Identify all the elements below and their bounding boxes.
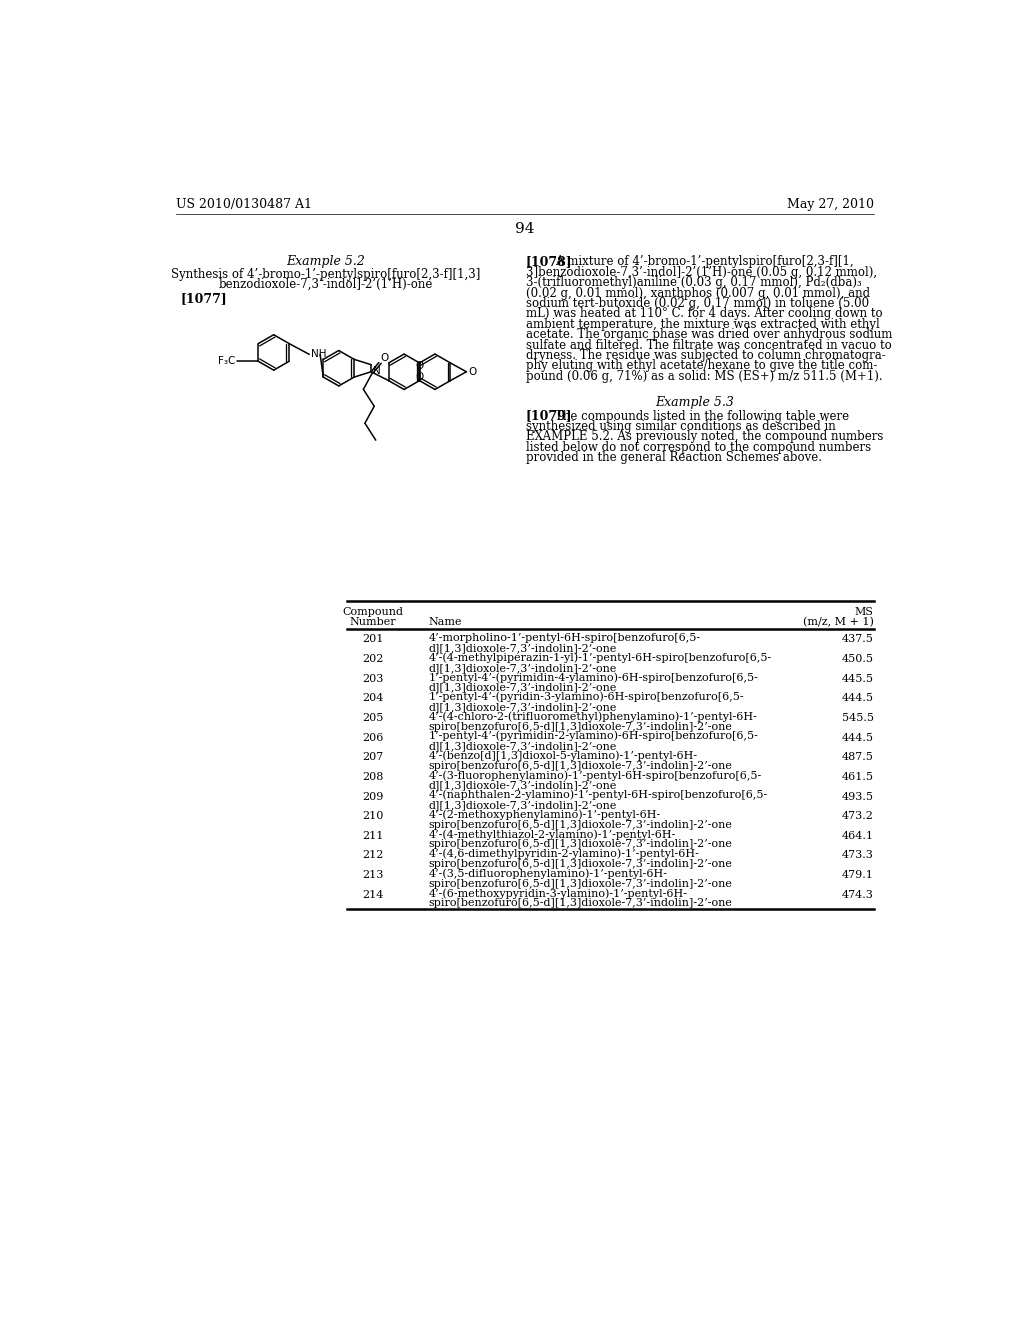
Text: 94: 94 — [515, 222, 535, 235]
Text: 212: 212 — [362, 850, 384, 861]
Text: N: N — [373, 366, 380, 376]
Text: 450.5: 450.5 — [842, 655, 873, 664]
Text: 444.5: 444.5 — [842, 733, 873, 743]
Text: d][1,3]dioxole-7,3’-indolin]-2’-one: d][1,3]dioxole-7,3’-indolin]-2’-one — [429, 742, 617, 751]
Text: 545.5: 545.5 — [842, 713, 873, 723]
Text: 201: 201 — [362, 635, 384, 644]
Text: Example 5.3: Example 5.3 — [655, 396, 734, 409]
Text: 203: 203 — [362, 673, 384, 684]
Text: d][1,3]dioxole-7,3’-indolin]-2’-one: d][1,3]dioxole-7,3’-indolin]-2’-one — [429, 780, 617, 791]
Text: 473.2: 473.2 — [842, 812, 873, 821]
Text: mL) was heated at 110° C. for 4 days. After cooling down to: mL) was heated at 110° C. for 4 days. Af… — [525, 308, 883, 321]
Text: listed below do not correspond to the compound numbers: listed below do not correspond to the co… — [525, 441, 870, 454]
Text: spiro[benzofuro[6,5-d][1,3]dioxole-7,3’-indolin]-2’-one: spiro[benzofuro[6,5-d][1,3]dioxole-7,3’-… — [429, 722, 732, 731]
Text: (0.02 g, 0.01 mmol), xanthphos (0.007 g, 0.01 mmol), and: (0.02 g, 0.01 mmol), xanthphos (0.007 g,… — [525, 286, 869, 300]
Text: 205: 205 — [362, 713, 384, 723]
Text: sodium tert-butoxide (0.02 g, 0.17 mmol) in toluene (5.00: sodium tert-butoxide (0.02 g, 0.17 mmol)… — [525, 297, 868, 310]
Text: benzodioxole-7,3’-indol]-2’(1’H)-one: benzodioxole-7,3’-indol]-2’(1’H)-one — [218, 277, 433, 290]
Text: O: O — [469, 367, 477, 376]
Text: provided in the general Reaction Schemes above.: provided in the general Reaction Schemes… — [525, 451, 821, 465]
Text: 461.5: 461.5 — [842, 772, 873, 781]
Text: 4’-(4-chloro-2-(trifluoromethyl)phenylamino)-1’-pentyl-6H-: 4’-(4-chloro-2-(trifluoromethyl)phenylam… — [429, 711, 758, 722]
Text: d][1,3]dioxole-7,3’-indolin]-2’-one: d][1,3]dioxole-7,3’-indolin]-2’-one — [429, 663, 617, 673]
Text: Compound: Compound — [342, 607, 403, 616]
Text: Name: Name — [429, 616, 462, 627]
Text: (m/z, M + 1): (m/z, M + 1) — [803, 616, 873, 627]
Text: 4’-(6-methoxypyridin-3-ylamino)-1’-pentyl-6H-: 4’-(6-methoxypyridin-3-ylamino)-1’-penty… — [429, 888, 688, 899]
Text: 4’-(3,5-difluorophenylamino)-1’-pentyl-6H-: 4’-(3,5-difluorophenylamino)-1’-pentyl-6… — [429, 869, 668, 879]
Text: spiro[benzofuro[6,5-d][1,3]dioxole-7,3’-indolin]-2’-one: spiro[benzofuro[6,5-d][1,3]dioxole-7,3’-… — [429, 879, 732, 888]
Text: O: O — [416, 372, 424, 383]
Text: 1’-pentyl-4’-(pyridin-3-ylamino)-6H-spiro[benzofuro[6,5-: 1’-pentyl-4’-(pyridin-3-ylamino)-6H-spir… — [429, 692, 744, 702]
Text: 206: 206 — [362, 733, 384, 743]
Text: spiro[benzofuro[6,5-d][1,3]dioxole-7,3’-indolin]-2’-one: spiro[benzofuro[6,5-d][1,3]dioxole-7,3’-… — [429, 820, 732, 830]
Text: O: O — [380, 352, 389, 363]
Text: F₃C: F₃C — [218, 356, 236, 366]
Text: spiro[benzofuro[6,5-d][1,3]dioxole-7,3’-indolin]-2’-one: spiro[benzofuro[6,5-d][1,3]dioxole-7,3’-… — [429, 840, 732, 850]
Text: 214: 214 — [362, 890, 384, 900]
Text: US 2010/0130487 A1: US 2010/0130487 A1 — [176, 198, 312, 211]
Text: d][1,3]dioxole-7,3’-indolin]-2’-one: d][1,3]dioxole-7,3’-indolin]-2’-one — [429, 800, 617, 810]
Text: [1079]: [1079] — [525, 409, 572, 422]
Text: The compounds listed in the following table were: The compounds listed in the following ta… — [555, 409, 849, 422]
Text: MS: MS — [855, 607, 873, 616]
Text: spiro[benzofuro[6,5-d][1,3]dioxole-7,3’-indolin]-2’-one: spiro[benzofuro[6,5-d][1,3]dioxole-7,3’-… — [429, 760, 732, 771]
Text: 479.1: 479.1 — [842, 870, 873, 880]
Text: spiro[benzofuro[6,5-d][1,3]dioxole-7,3’-indolin]-2’-one: spiro[benzofuro[6,5-d][1,3]dioxole-7,3’-… — [429, 859, 732, 869]
Text: 464.1: 464.1 — [842, 830, 873, 841]
Text: d][1,3]dioxole-7,3’-indolin]-2’-one: d][1,3]dioxole-7,3’-indolin]-2’-one — [429, 702, 617, 711]
Text: 474.3: 474.3 — [842, 890, 873, 900]
Text: 1’-pentyl-4’-(pyrimidin-2-ylamino)-6H-spiro[benzofuro[6,5-: 1’-pentyl-4’-(pyrimidin-2-ylamino)-6H-sp… — [429, 731, 759, 742]
Text: d][1,3]dioxole-7,3’-indolin]-2’-one: d][1,3]dioxole-7,3’-indolin]-2’-one — [429, 643, 617, 653]
Text: Number: Number — [349, 616, 396, 627]
Text: 4’-(2-methoxyphenylamino)-1’-pentyl-6H-: 4’-(2-methoxyphenylamino)-1’-pentyl-6H- — [429, 809, 660, 820]
Text: synthesized using similar conditions as described in: synthesized using similar conditions as … — [525, 420, 836, 433]
Text: dryness. The residue was subjected to column chromatogra-: dryness. The residue was subjected to co… — [525, 348, 886, 362]
Text: 473.3: 473.3 — [842, 850, 873, 861]
Text: phy eluting with ethyl acetate/hexane to give the title com-: phy eluting with ethyl acetate/hexane to… — [525, 359, 877, 372]
Text: d][1,3]dioxole-7,3’-indolin]-2’-one: d][1,3]dioxole-7,3’-indolin]-2’-one — [429, 682, 617, 693]
Text: 4’-(4,6-dimethylpyridin-2-ylamino)-1’-pentyl-6H-: 4’-(4,6-dimethylpyridin-2-ylamino)-1’-pe… — [429, 849, 699, 859]
Text: 213: 213 — [362, 870, 384, 880]
Text: NH: NH — [311, 350, 327, 359]
Text: 4’-(benzo[d][1,3]dioxol-5-ylamino)-1’-pentyl-6H-: 4’-(benzo[d][1,3]dioxol-5-ylamino)-1’-pe… — [429, 751, 697, 762]
Text: sulfate and filtered. The filtrate was concentrated in vacuo to: sulfate and filtered. The filtrate was c… — [525, 339, 891, 351]
Text: 493.5: 493.5 — [842, 792, 873, 801]
Text: 444.5: 444.5 — [842, 693, 873, 704]
Text: Example 5.2: Example 5.2 — [286, 256, 366, 268]
Text: 210: 210 — [362, 812, 384, 821]
Text: 445.5: 445.5 — [842, 673, 873, 684]
Text: 4’-(3-fluorophenylamino)-1’-pentyl-6H-spiro[benzofuro[6,5-: 4’-(3-fluorophenylamino)-1’-pentyl-6H-sp… — [429, 770, 762, 780]
Text: 4’-(4-methylthiazol-2-ylamino)-1’-pentyl-6H-: 4’-(4-methylthiazol-2-ylamino)-1’-pentyl… — [429, 829, 676, 840]
Text: 209: 209 — [362, 792, 384, 801]
Text: 3]benzodioxole-7,3’-indol]-2’(1’H)-one (0.05 g, 0.12 mmol),: 3]benzodioxole-7,3’-indol]-2’(1’H)-one (… — [525, 265, 877, 279]
Text: acetate. The organic phase was dried over anhydrous sodium: acetate. The organic phase was dried ove… — [525, 329, 892, 341]
Text: 4’-(naphthalen-2-ylamino)-1’-pentyl-6H-spiro[benzofuro[6,5-: 4’-(naphthalen-2-ylamino)-1’-pentyl-6H-s… — [429, 789, 768, 800]
Text: 202: 202 — [362, 655, 384, 664]
Text: Synthesis of 4’-bromo-1’-pentylspiro[furo[2,3-f][1,3]: Synthesis of 4’-bromo-1’-pentylspiro[fur… — [171, 268, 480, 281]
Text: 207: 207 — [362, 752, 384, 762]
Text: May 27, 2010: May 27, 2010 — [786, 198, 873, 211]
Text: A mixture of 4’-bromo-1’-pentylspiro[furo[2,3-f][1,: A mixture of 4’-bromo-1’-pentylspiro[fur… — [555, 256, 854, 268]
Text: O: O — [416, 362, 424, 371]
Text: 4’-(4-methylpiperazin-1-yl)-1’-pentyl-6H-spiro[benzofuro[6,5-: 4’-(4-methylpiperazin-1-yl)-1’-pentyl-6H… — [429, 652, 772, 663]
Text: 487.5: 487.5 — [842, 752, 873, 762]
Text: 208: 208 — [362, 772, 384, 781]
Text: 437.5: 437.5 — [842, 635, 873, 644]
Text: [1077]: [1077] — [180, 293, 227, 305]
Text: EXAMPLE 5.2. As previously noted, the compound numbers: EXAMPLE 5.2. As previously noted, the co… — [525, 430, 883, 444]
Text: 204: 204 — [362, 693, 384, 704]
Text: 211: 211 — [362, 830, 384, 841]
Text: ambient temperature, the mixture was extracted with ethyl: ambient temperature, the mixture was ext… — [525, 318, 880, 331]
Text: 3-(trifluoromethyl)aniline (0.03 g, 0.17 mmol), Pd₂(dba)₃: 3-(trifluoromethyl)aniline (0.03 g, 0.17… — [525, 276, 861, 289]
Text: [1078]: [1078] — [525, 256, 572, 268]
Text: spiro[benzofuro[6,5-d][1,3]dioxole-7,3’-indolin]-2’-one: spiro[benzofuro[6,5-d][1,3]dioxole-7,3’-… — [429, 899, 732, 908]
Text: 1’-pentyl-4’-(pyrimidin-4-ylamino)-6H-spiro[benzofuro[6,5-: 1’-pentyl-4’-(pyrimidin-4-ylamino)-6H-sp… — [429, 672, 759, 682]
Text: 4’-morpholino-1’-pentyl-6H-spiro[benzofuro[6,5-: 4’-morpholino-1’-pentyl-6H-spiro[benzofu… — [429, 632, 700, 643]
Text: pound (0.06 g, 71%) as a solid: MS (ES+) m/z 511.5 (M+1).: pound (0.06 g, 71%) as a solid: MS (ES+)… — [525, 370, 883, 383]
